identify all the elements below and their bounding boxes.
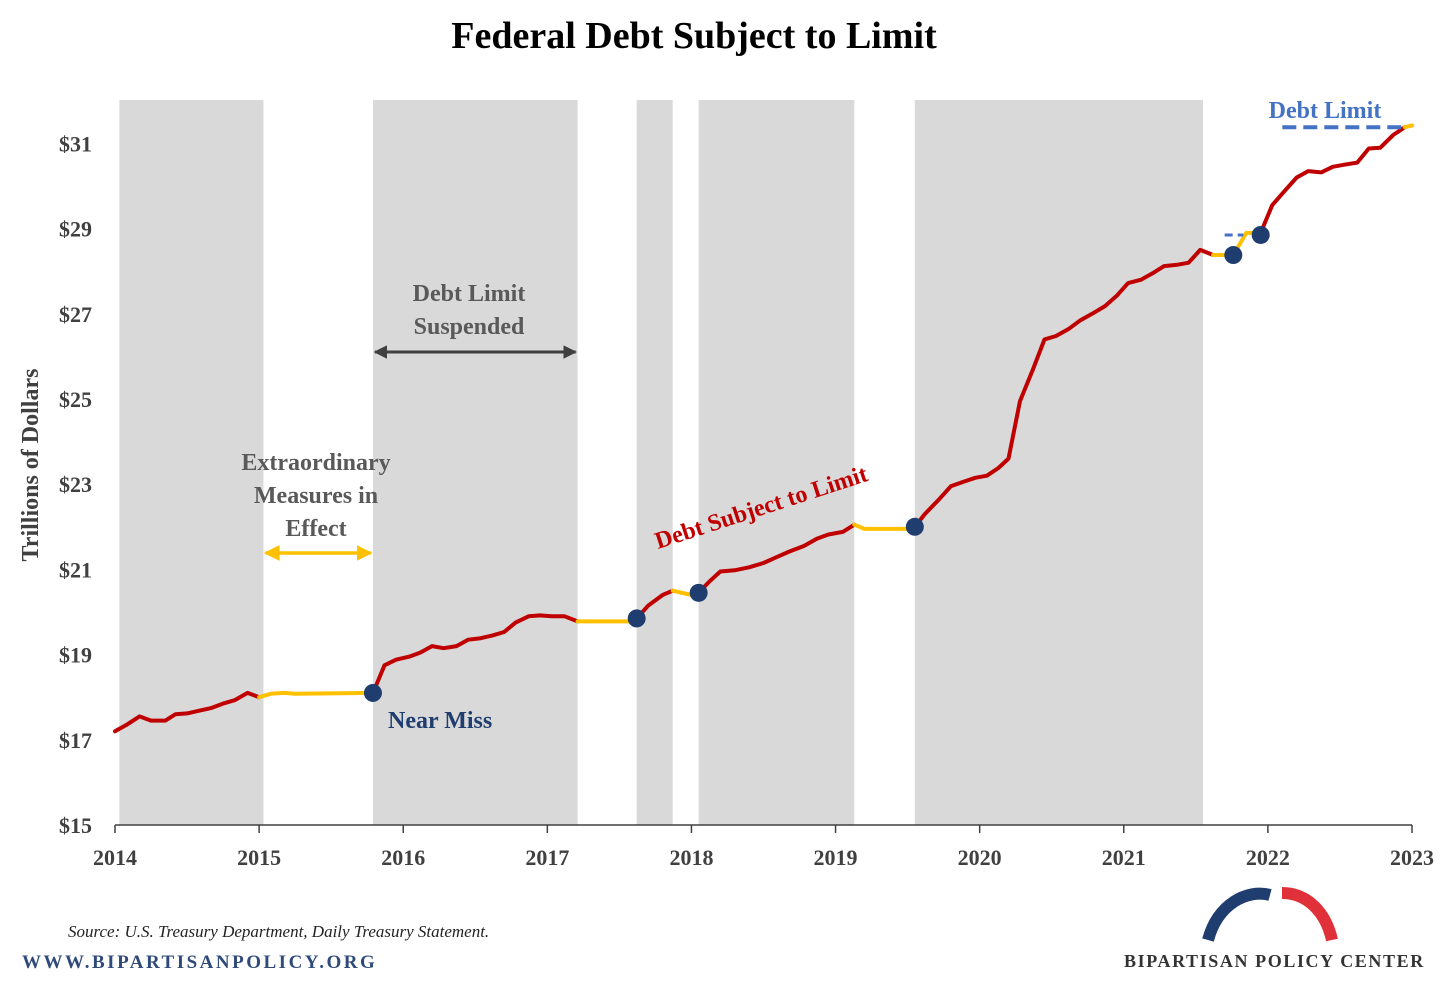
markers (363, 225, 1270, 702)
x-tick-label: 2016 (381, 845, 425, 870)
y-tick-label: $17 (59, 728, 92, 753)
y-tick-label: $31 (59, 131, 92, 156)
y-axis-label: Trillions of Dollars (18, 369, 44, 562)
x-tick-label: 2023 (1390, 845, 1434, 870)
shaded-period-4 (914, 100, 1204, 825)
x-tick-label: 2020 (958, 845, 1002, 870)
marker-point (363, 683, 382, 702)
debt-line-segment (912, 247, 1216, 529)
shaded-period-2 (636, 100, 673, 825)
extraordinary-measures-segment (257, 690, 375, 700)
marker-point (1251, 225, 1270, 244)
series-lines (113, 123, 1414, 734)
y-tick-label: $25 (59, 387, 92, 412)
y-tick-label: $27 (59, 302, 92, 327)
x-tick-label: 2015 (237, 845, 281, 870)
shaded-period-3 (698, 100, 855, 825)
extraordinary-label: Measures in (254, 483, 378, 509)
extraordinary-label: Effect (285, 516, 346, 542)
extraordinary-measures-segment (1402, 123, 1414, 130)
marker-point (689, 583, 708, 602)
near-miss-label: Near Miss (388, 708, 492, 734)
axes: 2014 2015 2016 2017 2018 2019 2020 2021 2022 2023… (59, 131, 1434, 870)
x-tick-label: 2019 (814, 845, 858, 870)
y-tick-label: $19 (59, 643, 92, 668)
debt-line-segment (1258, 125, 1407, 235)
organization-name: BIPARTISAN POLICY CENTER (1124, 951, 1425, 971)
y-tick-label: $15 (59, 813, 92, 838)
extraordinary-measures-segment (852, 522, 917, 531)
x-tick-label: 2021 (1102, 845, 1146, 870)
marker-point (1224, 246, 1243, 265)
debt-limit-label: Debt Limit (1269, 98, 1382, 124)
y-tick-label: $23 (59, 472, 92, 497)
marker-point (905, 517, 924, 536)
debt-line-segment (113, 690, 262, 734)
x-tick-label: 2022 (1246, 845, 1290, 870)
bpc-logo-icon (1202, 887, 1338, 942)
y-tick-label: $21 (59, 557, 92, 582)
chart-title: Federal Debt Subject to Limit (451, 15, 937, 57)
marker-point (627, 609, 646, 628)
debt-line-segment (696, 522, 857, 595)
extraordinary-label: Extraordinary (241, 450, 390, 476)
shaded-period-0 (119, 100, 264, 825)
shaded-period-1 (372, 100, 578, 825)
debt-line-segment (371, 613, 580, 695)
shaded-periods (119, 100, 1204, 825)
source-note: Source: U.S. Treasury Department, Daily … (68, 922, 490, 941)
x-tick-label: 2018 (669, 845, 713, 870)
suspended-label: Suspended (414, 314, 525, 340)
x-tick-label: 2014 (93, 845, 137, 870)
y-tick-label: $29 (59, 217, 92, 242)
suspended-label: Debt Limit (413, 281, 526, 307)
x-tick-label: 2017 (525, 845, 569, 870)
website-link[interactable]: WWW.BIPARTISANPOLICY.ORG (22, 952, 378, 973)
